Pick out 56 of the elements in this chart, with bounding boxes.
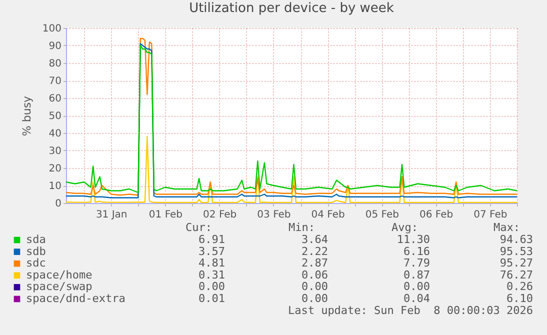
text: Max:: [494, 221, 520, 234]
legend-label: sdc: [26, 256, 46, 270]
y-tick-label: 30: [48, 146, 62, 157]
x-tick-label: 05 Feb: [365, 210, 400, 220]
text: 6.10: [506, 292, 533, 305]
y-tick-label: 60: [48, 94, 62, 104]
y-tick-label: 20: [48, 164, 62, 174]
text: 3.57: [198, 244, 225, 258]
legend-label: space/swap: [26, 280, 92, 294]
text: Avg:: [392, 221, 418, 234]
x-tick-label: 03 Feb: [257, 210, 291, 220]
y-tick-label: 80: [48, 58, 62, 70]
y-tick-label: 90: [48, 41, 62, 52]
y-tick-label: 100: [42, 24, 62, 34]
text: 95.53: [500, 244, 533, 258]
text: Cur:: [186, 221, 212, 234]
text: 0.00: [198, 280, 225, 294]
legend-label: space/dnd-extra: [26, 292, 126, 305]
text: 2.22: [302, 244, 328, 258]
y-tick-label: 10: [48, 181, 62, 192]
x-tick-label: 01 Feb: [148, 210, 183, 220]
legend-label: sdb: [26, 244, 46, 258]
legend-label: sda: [26, 233, 46, 246]
text: 0.06: [302, 268, 328, 282]
x-tick-label: 07 Feb: [474, 210, 508, 220]
text: 0.01: [198, 292, 225, 305]
text: Last update: Sun Feb 8 00:00:03 2026: [288, 304, 533, 317]
text: 0.26: [506, 280, 533, 294]
text: 0.00: [404, 280, 430, 294]
text: 0.04: [404, 292, 430, 305]
text: 0.87: [404, 268, 430, 282]
text: 3.64: [302, 233, 328, 246]
text: 11.30: [396, 233, 430, 246]
x-tick-label: 06 Feb: [420, 210, 454, 220]
text: 0.31: [198, 268, 225, 282]
text: 94.63: [500, 233, 533, 246]
text: 6.16: [404, 244, 430, 258]
text: 95.27: [500, 256, 533, 270]
y-axis-title: % busy: [20, 95, 34, 136]
text: 0.00: [302, 292, 328, 305]
x-tick-label: 31 Jan: [96, 210, 128, 220]
chart-title: Utilization per device - by week: [189, 1, 394, 16]
text: 76.27: [500, 268, 533, 282]
text: 4.81: [198, 256, 225, 270]
text: Min:: [288, 221, 315, 234]
y-tick-label: 70: [48, 76, 62, 87]
text: 7.79: [404, 256, 430, 270]
y-tick-label: 50: [48, 111, 62, 122]
x-tick-label: 02 Feb: [203, 210, 237, 220]
y-tick-label: 0: [55, 198, 62, 210]
text: 6.91: [198, 233, 225, 246]
y-tick-label: 40: [48, 128, 62, 140]
text: 0.00: [302, 280, 328, 294]
text: 2.87: [302, 256, 328, 270]
x-tick-label: 04 Feb: [311, 210, 345, 220]
legend-label: space/home: [26, 268, 92, 282]
